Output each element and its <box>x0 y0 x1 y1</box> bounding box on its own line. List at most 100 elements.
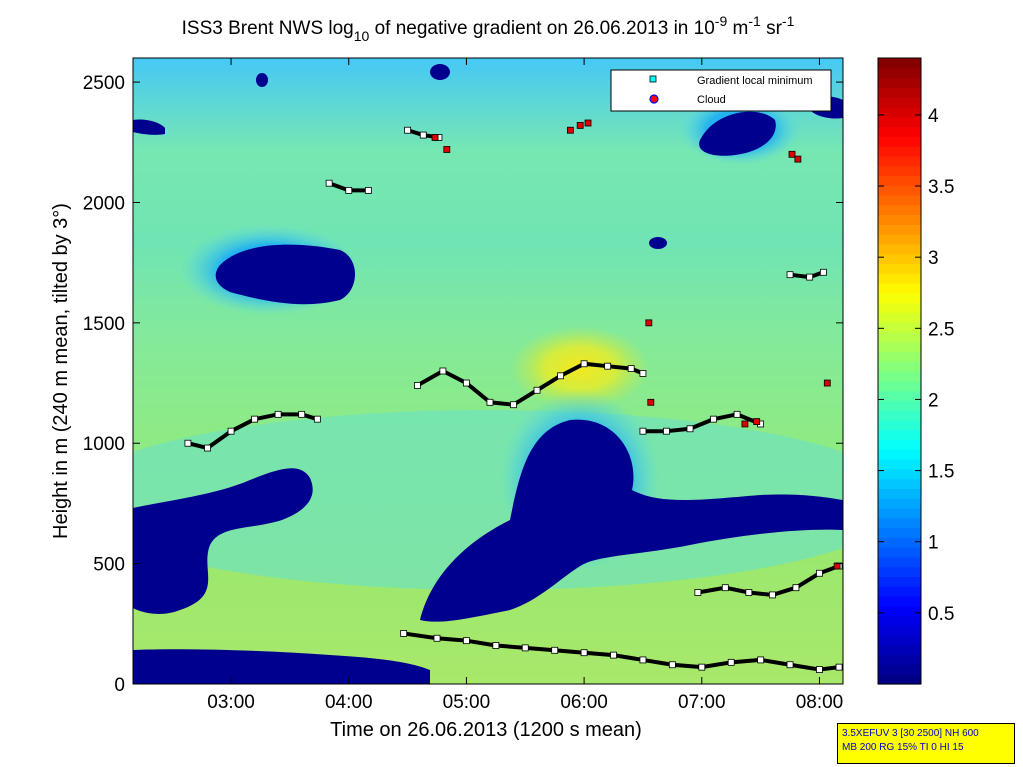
colorbar-strip-27 <box>878 410 921 421</box>
legend-marker-cloud <box>649 94 659 104</box>
gradient-minimum-point-14 <box>580 360 588 368</box>
colorbar-strip-32 <box>878 361 921 372</box>
cloud-point-11 <box>753 418 761 425</box>
colorbar-strip-59 <box>878 97 921 108</box>
y-tick-label-0: 0 <box>114 675 125 696</box>
gradient-minimum-point-36 <box>757 656 765 664</box>
plot-area <box>133 58 843 684</box>
colorbar-strip-23 <box>878 449 921 460</box>
colorbar-strip-50 <box>878 185 921 196</box>
x-axis-title: Time on 26.06.2013 (1200 s mean) <box>330 719 642 741</box>
gradient-minimum-point-34 <box>698 663 706 671</box>
colorbar-strip-15 <box>878 527 921 538</box>
y-tick-label-4: 2000 <box>83 193 125 214</box>
parameter-info-box: 3.5XEFUV 3 [30 2500] NH 600 MB 200 RG 15… <box>837 723 1015 764</box>
heatmap-low-region <box>133 468 313 614</box>
colorbar-strip-13 <box>878 547 921 558</box>
gradient-minimum-point-47 <box>325 179 333 187</box>
heatmap-low-spot <box>256 73 268 87</box>
colorbar-strip-48 <box>878 204 921 216</box>
colorbar-strip-24 <box>878 439 921 450</box>
colorbar-strip-8 <box>878 595 921 607</box>
cloud-point-5 <box>645 319 653 327</box>
colorbar-strip-3 <box>878 644 921 656</box>
heatmap-low-spot <box>430 64 450 80</box>
colorbar-tick-label-0: 0.5 <box>928 604 954 625</box>
cloud-point-2 <box>584 119 592 127</box>
colorbar-strip-29 <box>878 390 921 401</box>
gradient-minimum-point-4 <box>274 410 282 418</box>
gradient-minimum-point-15 <box>604 362 612 370</box>
gradient-minimum-point-5 <box>298 410 306 418</box>
colorbar-strip-58 <box>878 106 921 118</box>
gradient-minimum-point-0 <box>184 439 192 447</box>
colorbar-strip-55 <box>878 136 921 147</box>
gradient-minimum-point-49 <box>364 187 372 194</box>
cloud-point-9 <box>833 562 841 570</box>
colorbar-strip-7 <box>878 605 921 617</box>
colorbar-tick-label-5: 3 <box>928 248 939 269</box>
colorbar-strip-41 <box>878 273 921 284</box>
colorbar-strip-63 <box>878 58 921 69</box>
colorbar-tick-label-3: 2 <box>928 390 939 411</box>
colorbar-strip-53 <box>878 155 921 167</box>
colorbar-strip-57 <box>878 116 921 128</box>
cloud-point-12 <box>823 379 831 387</box>
heatmap-low-region <box>133 119 165 135</box>
x-axis: 03:00 04:00 05:00 06:00 07:00 08:00 <box>207 58 843 713</box>
marker-layer <box>184 119 843 673</box>
colorbar-strip-16 <box>878 517 921 529</box>
colorbar-strip-0 <box>878 674 921 685</box>
plot-frame <box>132 57 844 685</box>
info-line-1: 3.5XEFUV 3 [30 2500] NH 600 <box>842 728 979 739</box>
colorbar-strip-4 <box>878 635 921 646</box>
info-line-2: MB 200 RG 15% TI 0 HI 15 <box>842 742 964 753</box>
gradient-minimum-point-3 <box>251 415 259 423</box>
heatmap-low-spot <box>649 237 667 249</box>
gradient-minimum-trace-3 <box>403 631 840 672</box>
x-tick-label-0: 03:00 <box>207 692 255 713</box>
colorbar: 0.5 1 1.5 2 2.5 3 3.5 4 <box>877 57 954 685</box>
gradient-minimum-point-41 <box>721 584 729 592</box>
colorbar-strip-38 <box>878 302 921 313</box>
y-tick-label-3: 1500 <box>83 314 125 335</box>
colorbar-strip-21 <box>878 468 921 480</box>
gradient-minimum-point-13 <box>557 372 564 380</box>
gradient-minimum-point-19 <box>663 427 670 435</box>
gradient-minimum-point-16 <box>627 365 635 372</box>
gradient-minimum-trace-2 <box>642 412 762 434</box>
colorbar-strip-44 <box>878 243 921 255</box>
gradient-minimum-point-32 <box>639 656 647 664</box>
gradient-minimum-point-53 <box>786 271 794 279</box>
colorbar-strip-9 <box>878 586 921 597</box>
gradient-minimum-point-48 <box>345 187 353 194</box>
colorbar-ticks: 0.5 1 1.5 2 2.5 3 3.5 4 <box>878 106 954 625</box>
colorbar-strip-26 <box>878 419 921 431</box>
colorbar-strip-35 <box>878 331 921 343</box>
gradient-minimum-point-26 <box>463 637 470 645</box>
legend-label-gradient-minimum: Gradient local minimum <box>697 75 813 87</box>
gradient-minimum-point-8 <box>439 367 447 375</box>
colorbar-strip-52 <box>878 165 921 176</box>
colorbar-strip-18 <box>878 498 921 509</box>
gradient-minimum-point-28 <box>521 644 529 652</box>
colorbar-strip-1 <box>878 664 921 675</box>
x-tick-label-3: 06:00 <box>560 692 608 713</box>
colorbar-strip-39 <box>878 292 921 304</box>
colorbar-strip-30 <box>878 380 921 392</box>
colorbar-strip-43 <box>878 253 921 265</box>
heatmap-low-region <box>133 649 430 684</box>
colorbar-strip-51 <box>878 175 921 186</box>
gradient-minimum-point-1 <box>204 444 211 452</box>
gradient-minimum-point-6 <box>313 415 321 423</box>
cloud-point-7 <box>788 150 796 158</box>
colorbar-strip-49 <box>878 194 921 206</box>
y-axis-title: Height in m (240 m mean, tilted by 3°) <box>50 203 72 539</box>
gradient-minimum-point-35 <box>727 658 735 666</box>
colorbar-strip-12 <box>878 556 921 568</box>
gradient-minimum-point-9 <box>463 379 470 387</box>
cloud-point-8 <box>794 155 802 163</box>
gradient-minimum-point-7 <box>413 382 421 389</box>
colorbar-strip-37 <box>878 312 921 323</box>
